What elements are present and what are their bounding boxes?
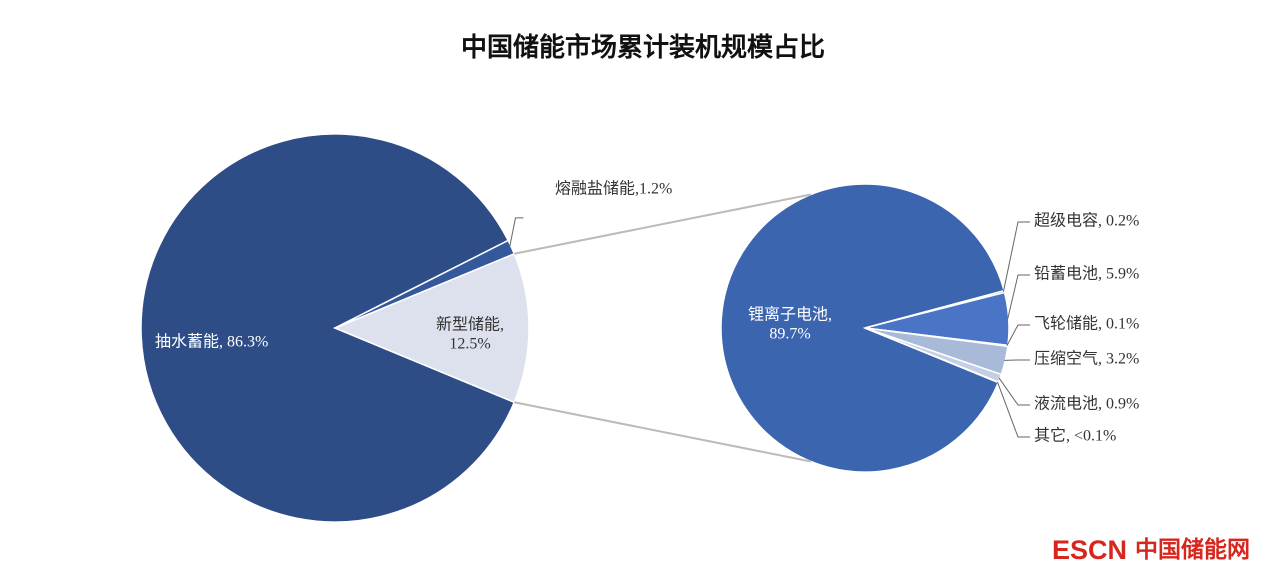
pie-slice — [720, 183, 1006, 473]
data-label: 其它, <0.1% — [1034, 427, 1116, 445]
data-label: 铅蓄电池, 5.9% — [1034, 265, 1139, 283]
data-label: 抽水蓄能, 86.3% — [155, 333, 268, 351]
label-line: 89.7% — [769, 325, 810, 342]
data-label: 压缩空气, 3.2% — [1034, 350, 1139, 368]
data-label: 新型储能, 12.5% — [436, 315, 504, 352]
leader-line — [1006, 324, 1030, 346]
data-label: 液流电池, 0.9% — [1034, 395, 1139, 413]
data-label: 超级电容, 0.2% — [1034, 212, 1139, 230]
pie-slice — [864, 327, 1000, 384]
leader-line — [1002, 221, 1030, 292]
watermark-text: 中国储能网 — [1135, 536, 1250, 562]
pie-slice — [334, 239, 516, 329]
data-label: 飞轮储能, 0.1% — [1034, 315, 1139, 333]
leader-line — [998, 377, 1030, 406]
leader-line — [508, 217, 524, 248]
label-line: 12.5% — [449, 335, 490, 352]
data-label: 锂离子电池, 89.7% — [748, 305, 832, 342]
leader-line — [1007, 274, 1030, 319]
label-line: 锂离子电池, — [748, 305, 832, 323]
leader-line — [996, 381, 1030, 438]
label-line: 新型储能, — [436, 315, 504, 333]
data-label: 熔融盐储能,1.2% — [555, 180, 672, 198]
connector-line — [514, 193, 812, 255]
pie-slice — [333, 252, 530, 404]
pie-slice — [140, 133, 516, 523]
chart-title: 中国储能市场累计装机规模占比 — [461, 32, 825, 62]
watermark-logo: ESCN — [1052, 535, 1127, 565]
connector-line — [514, 401, 812, 463]
